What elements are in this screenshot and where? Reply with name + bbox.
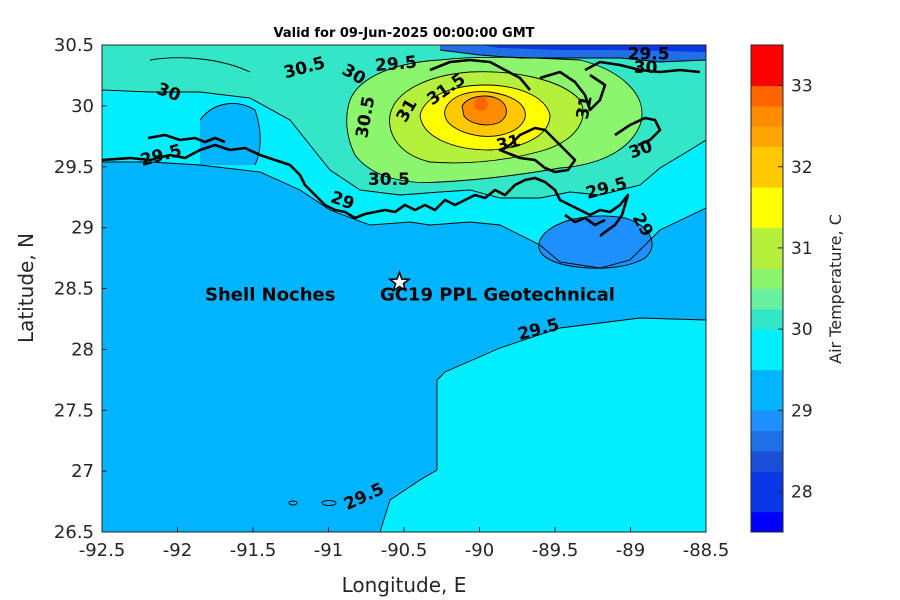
x-tick-label: -92.5 [79, 540, 126, 561]
colorbar-segment [751, 146, 783, 188]
band-32.5-33 [462, 96, 507, 125]
colorbar-tick-label: 30 [791, 320, 813, 340]
y-tick-label: 28 [71, 339, 94, 360]
y-tick-label: 26.5 [54, 522, 94, 543]
x-axis-ticks: -92.5 -92 -91.5 -91 -90.5 -90 -89.5 -89 -88.5 [79, 527, 730, 561]
contour-label: 31 [573, 94, 597, 121]
site-marker: Shell Noches GC19 PPL Geotechnical [205, 270, 615, 305]
colorbar-segment [751, 308, 783, 330]
band-29.5-30-gulf [380, 318, 706, 532]
y-tick-label: 29 [71, 218, 94, 239]
band-peak [474, 97, 488, 111]
contour-label: 30.5 [368, 170, 410, 190]
colorbar-segment [751, 430, 783, 452]
colorbar-tick-label: 28 [791, 482, 813, 502]
colorbar-tick-label: 32 [791, 158, 813, 178]
colorbar-label: Air Temperature, C [826, 214, 845, 364]
x-tick-label: -89.5 [532, 540, 579, 561]
colorbar-segment [751, 268, 783, 289]
colorbar-segment [751, 227, 783, 269]
colorbar-ticks: 28 29 30 31 32 33 [778, 77, 813, 502]
y-axis-ticks: 26.5 27 27.5 28 28.5 29 29.5 30 30.5 [54, 35, 107, 543]
contour-label: 29.5 [628, 45, 670, 65]
colorbar-segment [751, 450, 783, 472]
x-tick-label: -90.5 [381, 540, 428, 561]
y-tick-label: 27.5 [54, 400, 94, 421]
colorbar-frame [750, 44, 784, 533]
x-tick-label: -91.5 [230, 540, 277, 561]
contour-lines [102, 49, 706, 532]
colorbar-tick-label: 31 [791, 239, 813, 259]
colorbar-segment [751, 288, 783, 310]
colorbar-segment [751, 410, 783, 432]
band-cold-top-inner [480, 45, 706, 52]
y-tick-label: 30.5 [54, 35, 94, 56]
colorbar-tick-label: 29 [791, 401, 813, 421]
colorbar-tick-label: 33 [791, 77, 813, 97]
contour-label: 30 [634, 58, 658, 78]
x-tick-label: -92 [163, 540, 192, 561]
band-28.5-29-cold-pool [538, 216, 653, 269]
site-label-right: GC19 PPL Geotechnical [380, 284, 615, 305]
x-tick-label: -88.5 [683, 540, 730, 561]
y-tick-label: 27 [71, 461, 94, 482]
y-tick-label: 30 [71, 96, 94, 117]
band-29-29.5-lake [200, 103, 261, 165]
y-tick-label: 29.5 [54, 157, 94, 178]
y-axis-label: Latitude, N [14, 233, 38, 343]
colorbar-segment [751, 126, 783, 147]
colorbar-segment [751, 45, 783, 87]
colorbar [750, 44, 784, 533]
star-icon [387, 270, 412, 293]
map-plot-area [102, 45, 706, 532]
x-tick-label: -90 [465, 540, 494, 561]
colorbar-segment [751, 329, 783, 371]
colorbar-segment [751, 369, 783, 411]
x-tick-label: -89 [616, 540, 645, 561]
colorbar-segment [751, 471, 783, 513]
site-label-left: Shell Noches [205, 284, 335, 305]
colorbar-segment [751, 187, 783, 229]
figure-title: Valid for 09-Jun-2025 00:00:00 GMT [274, 26, 535, 41]
y-tick-label: 28.5 [54, 279, 94, 300]
contour-label: 29.5 [374, 53, 418, 77]
x-tick-label: -91 [314, 540, 343, 561]
coastline [102, 58, 701, 238]
colorbar-segment [751, 105, 783, 127]
colorbar-segment [751, 85, 783, 107]
x-axis-label: Longitude, E [342, 573, 467, 597]
colorbar-segment [751, 511, 783, 533]
